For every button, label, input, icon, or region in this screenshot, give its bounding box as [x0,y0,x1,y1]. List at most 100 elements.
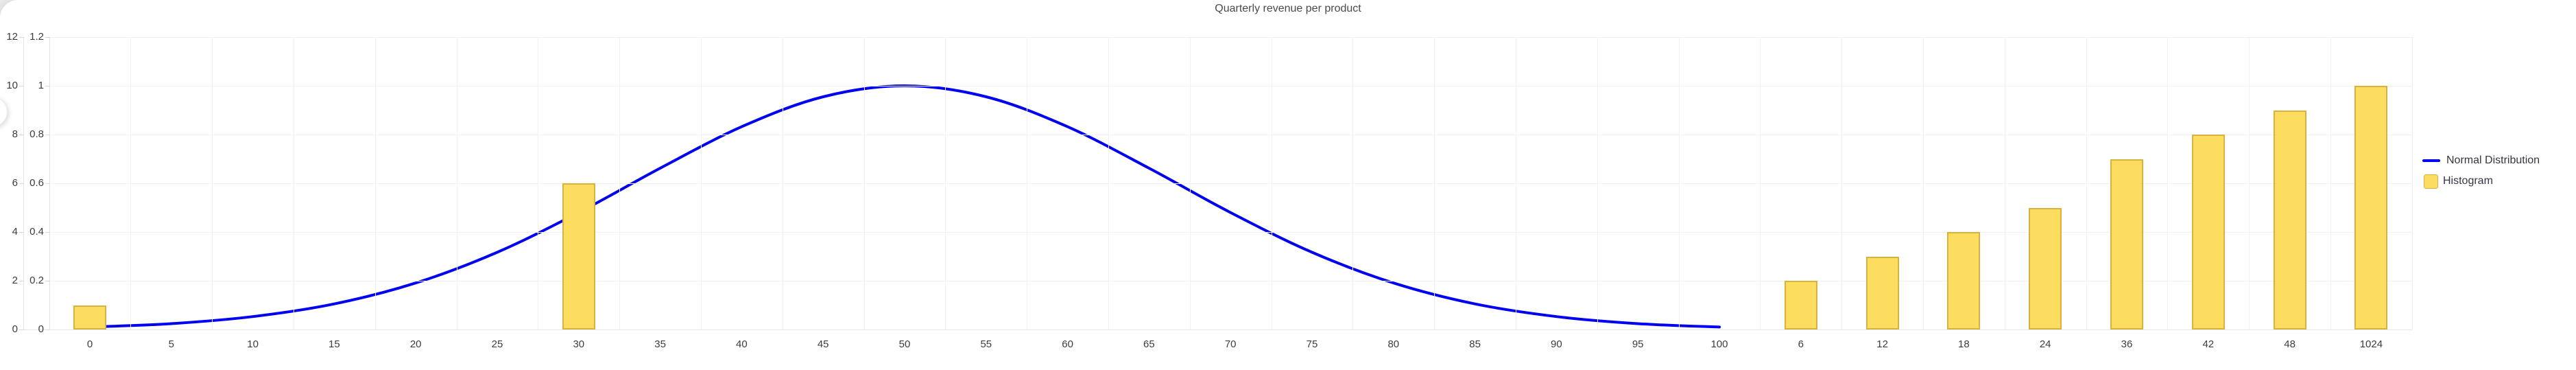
histogram-bar[interactable] [1865,256,1899,329]
x-axis-label: 1024 [2359,338,2383,350]
gridline-vertical [1760,37,1761,329]
gridline-vertical [1434,37,1435,329]
x-axis-label: 12 [1876,338,1888,350]
gridline-vertical [374,37,376,329]
gridline-vertical [1352,37,1354,329]
legend: Normal Distribution Histogram [2422,150,2540,192]
y-axis-inner-tick [45,232,49,233]
y-axis-inner-line [49,37,50,329]
legend-item-histogram[interactable]: Histogram [2422,171,2540,192]
gridline-vertical [212,37,213,329]
gridline-vertical [130,37,132,329]
y-axis-inner-label: 1 [38,80,44,91]
y-axis-outer-tick [19,37,23,38]
x-axis-label: 0 [86,338,93,350]
gridline-horizontal [49,232,2412,233]
y-axis-inner-tick [45,329,49,330]
y-axis-inner-label: 0.8 [29,128,44,140]
histogram-bar[interactable] [2029,207,2062,329]
x-axis-label: 95 [1632,338,1644,350]
x-axis-label: 40 [736,338,748,350]
y-axis-outer-tick [19,329,23,330]
x-axis-label: 30 [573,338,585,350]
x-axis-label: 18 [1958,338,1970,350]
gridline-vertical [2086,37,2087,329]
legend-label: Normal Distribution [2446,154,2540,166]
x-axis-label: 55 [980,338,992,350]
x-axis-label: 85 [1469,338,1481,350]
gridline-vertical [2249,37,2250,329]
gridline-vertical [2167,37,2169,329]
x-axis-label: 80 [1387,338,1400,350]
x-axis-label: 42 [2202,338,2215,350]
normal-distribution-line[interactable] [88,84,1721,329]
x-axis-label: 5 [168,338,174,350]
x-axis-label: 25 [491,338,503,350]
chart-title: Quarterly revenue per product [1215,3,1361,14]
y-axis-outer-label: 4 [12,226,18,238]
x-axis-label: 10 [247,338,259,350]
gridline-vertical [863,37,865,329]
gridline-horizontal [49,37,2412,38]
y-axis-outer-label: 2 [12,275,18,286]
x-axis-label: 15 [329,338,340,350]
x-axis-label: 45 [817,338,829,350]
gridline-vertical [1678,37,1680,329]
gridline-vertical [1597,37,1598,329]
x-axis-label: 6 [1798,338,1804,350]
y-axis-outer-label: 12 [6,31,18,43]
x-axis-label: 36 [2121,338,2133,350]
x-axis-label: 65 [1143,338,1155,350]
histogram-bar[interactable] [2354,86,2388,329]
histogram-bar[interactable] [1947,232,1981,329]
gridline-vertical [1189,37,1191,329]
histogram-bar[interactable] [2110,159,2143,329]
y-axis-outer-label: 8 [12,128,18,140]
y-axis-outer-tick [19,232,23,233]
histogram-bar[interactable] [562,183,595,329]
gridline-vertical [1841,37,1843,329]
x-axis-label: 50 [898,338,911,350]
gridline-vertical [701,37,702,329]
histogram-bar[interactable] [73,305,106,329]
x-axis-label: 20 [409,338,422,350]
y-axis-inner-label: 0.4 [29,226,44,238]
gridline-vertical [945,37,946,329]
y-axis-outer-tick [19,183,23,184]
y-axis-inner-tick [45,183,49,184]
y-axis-outer-label: 6 [12,177,18,189]
histogram-bar[interactable] [1784,281,1817,329]
y-axis-inner-label: 0 [38,323,44,335]
y-axis-inner-label: 1.2 [29,31,44,43]
y-axis-inner-label: 0.6 [29,177,44,189]
gridline-vertical [2411,37,2413,329]
x-axis-label: 60 [1062,338,1073,350]
y-axis-outer-label: 0 [12,323,18,335]
y-axis-outer-label: 10 [6,80,18,91]
x-axis-label: 90 [1551,338,1562,350]
x-axis-label: 24 [2039,338,2051,350]
gridline-vertical [2330,37,2331,329]
line-swatch-icon [2422,159,2440,162]
y-axis-outer-line [23,37,24,329]
x-axis-label: 75 [1306,338,1318,350]
gridline-vertical [619,37,621,329]
x-axis-label: 35 [654,338,666,350]
gridline-vertical [1923,37,1924,329]
x-axis-label: 100 [1710,338,1728,350]
bar-swatch-icon [2424,174,2438,189]
legend-item-normal-distribution[interactable]: Normal Distribution [2422,150,2540,171]
y-axis-inner-tick [45,37,49,38]
legend-label: Histogram [2443,175,2493,187]
x-axis-line [23,329,2412,330]
x-axis-label: 48 [2284,338,2295,350]
gridline-horizontal [49,183,2412,184]
histogram-bar[interactable] [2273,110,2306,329]
x-axis-label: 70 [1224,338,1237,350]
y-axis-inner-label: 0.2 [29,275,44,286]
gridline-vertical [1108,37,1109,329]
histogram-bar[interactable] [2191,135,2225,329]
